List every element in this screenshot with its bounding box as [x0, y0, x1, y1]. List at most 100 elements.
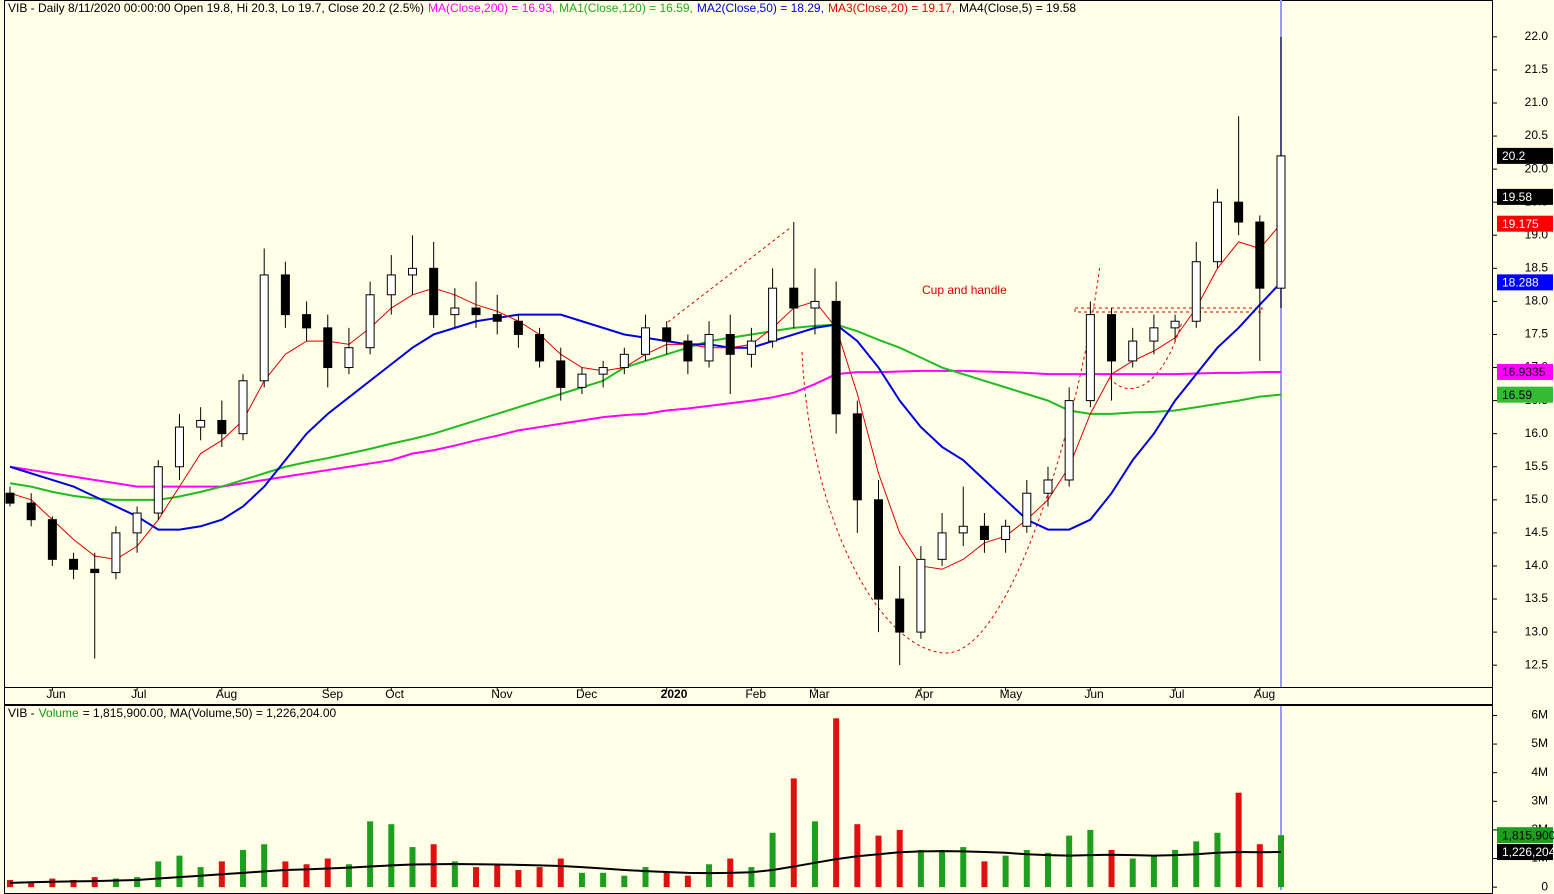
last-value-label: 19.175: [1502, 217, 1539, 231]
header-segment: VIB -: [8, 706, 35, 720]
header-segment: MA2(Close,50) = 18.29,: [697, 1, 824, 15]
y-tick-label: 15.0: [1525, 492, 1549, 506]
volume-bar: [409, 847, 416, 888]
volume-bar: [790, 778, 797, 888]
candle-body: [217, 419, 227, 435]
volume-bar: [663, 872, 670, 888]
x-tick-label: Aug: [216, 687, 237, 701]
y-tick-label: 15.5: [1525, 459, 1549, 473]
candle-body: [5, 492, 15, 504]
volume-bar: [557, 858, 564, 888]
candle-body: [259, 274, 269, 382]
candle-body: [831, 300, 841, 415]
panel-header: VIB - Daily 8/11/2020 00:00:00 Open 19.8…: [8, 1, 1076, 15]
volume-bar: [896, 829, 903, 888]
volume-bar: [1278, 835, 1284, 888]
volume-bar: [706, 864, 713, 888]
volume-bar: [112, 878, 119, 888]
candle-body: [789, 287, 799, 309]
header-segment: VIB - Daily 8/11/2020 00:00:00 Open 19.8…: [8, 1, 424, 15]
candle-body: [47, 519, 57, 560]
panel-header: VIB - Volume = 1,815,900.00, MA(Volume,50)…: [8, 706, 337, 720]
volume-bar: [282, 861, 289, 888]
candle-body: [69, 558, 79, 570]
candle-body: [979, 525, 989, 541]
last-value-label: 1,226,204: [1502, 845, 1554, 859]
candle-body: [1212, 201, 1222, 263]
candle-body: [344, 347, 354, 369]
candle-body: [1107, 314, 1117, 362]
candle-body: [492, 314, 502, 322]
y-tick-label: 5M: [1531, 736, 1548, 750]
volume-bar: [494, 864, 501, 888]
x-tick-label: Jun: [46, 687, 65, 701]
resistance-box: [1074, 307, 1263, 313]
candle-body: [535, 333, 545, 362]
price-panel-border: [4, 0, 1493, 705]
volume-bar: [684, 875, 691, 888]
candle-body: [1234, 201, 1244, 223]
y-tick-label: 4M: [1531, 765, 1548, 779]
volume-bar: [28, 881, 35, 888]
y-tick-label: 0: [1541, 879, 1548, 893]
volume-bar: [1256, 844, 1263, 888]
volume-bar: [1044, 852, 1051, 888]
plot-layer: VIB - Daily 8/11/2020 00:00:00 Open 19.8…: [5, 1, 1554, 893]
candle-body: [450, 307, 460, 316]
candle-body: [1128, 340, 1138, 362]
x-tick-label: Apr: [915, 687, 934, 701]
volume-bar: [176, 855, 183, 888]
candle-body: [895, 598, 905, 633]
volume-bar: [345, 864, 352, 888]
x-tick-label: Feb: [745, 687, 766, 701]
candle-body: [937, 532, 947, 560]
candle-body: [365, 294, 375, 349]
candle-body: [1255, 221, 1265, 289]
volume-bar: [367, 821, 374, 888]
last-value-label: 20.2: [1502, 149, 1526, 163]
last-value-tag: [1497, 827, 1553, 844]
volume-bar: [981, 861, 988, 888]
y-tick-label: 14.5: [1525, 525, 1549, 539]
last-value-tag: [1497, 147, 1553, 164]
volume-bar: [917, 849, 924, 888]
volume-bar: [451, 861, 458, 888]
candle-body: [1001, 525, 1011, 541]
volume-bar: [939, 849, 946, 888]
volume-bar: [1150, 855, 1157, 888]
handle-curve: [1109, 321, 1183, 390]
candle-body: [1170, 320, 1180, 329]
x-tick-label: Nov: [491, 687, 512, 701]
volume-bar: [1108, 849, 1115, 888]
candle-body: [958, 525, 968, 534]
last-value-tag: [1497, 844, 1553, 861]
volume-bar: [1066, 835, 1073, 888]
volume-bar: [621, 875, 628, 888]
candle-body: [196, 419, 206, 428]
candle-body: [577, 373, 587, 388]
candle-body: [1064, 400, 1074, 481]
volume-bar: [261, 844, 268, 888]
candle-body: [725, 333, 735, 355]
volume-bar: [1214, 832, 1221, 888]
volume-bar: [303, 864, 310, 888]
volume-bar: [875, 835, 882, 888]
volume-bar: [1087, 829, 1094, 888]
candle-body: [132, 512, 142, 534]
volume-bar: [240, 849, 247, 888]
header-segment: MA4(Close,5) = 19.58: [959, 1, 1076, 15]
candle-body: [1022, 492, 1032, 527]
candle-body: [323, 327, 333, 369]
volume-bar: [70, 879, 77, 888]
candle-body: [704, 333, 714, 362]
candle-body: [916, 558, 926, 633]
y-tick-label: 20.0: [1525, 161, 1549, 175]
header-segment: Volume: [39, 706, 79, 720]
candle-body: [26, 502, 36, 521]
last-value-tag: [1497, 215, 1553, 232]
volume-bar: [324, 858, 331, 888]
candle-body: [429, 267, 439, 316]
last-value-label: 18.288: [1502, 276, 1539, 290]
candle-body: [556, 360, 566, 388]
volume-bar: [197, 867, 204, 888]
